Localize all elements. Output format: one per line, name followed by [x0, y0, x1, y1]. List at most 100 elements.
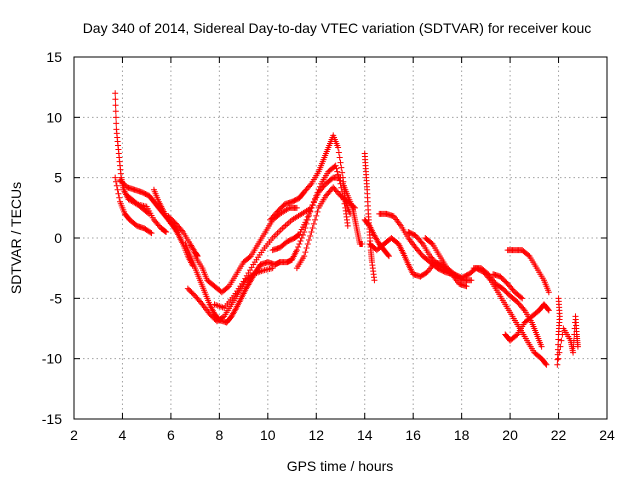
y-tick-label: 5 [54, 170, 62, 186]
data-point [554, 361, 561, 368]
data-point [112, 178, 119, 185]
data-point [112, 102, 119, 109]
data-point [307, 182, 314, 189]
data-point [299, 231, 306, 238]
data-point [542, 360, 549, 367]
y-tick-labels: -15 -10 -5 0 5 10 15 [42, 49, 62, 427]
data-point [306, 212, 313, 219]
data-point [162, 228, 169, 235]
data-point [538, 343, 545, 350]
data-point [147, 229, 154, 236]
data-point [570, 349, 577, 356]
data-point [557, 343, 564, 350]
data-point [112, 90, 119, 97]
grid-lines [74, 57, 607, 419]
x-tick-label: 14 [357, 427, 373, 443]
data-point [115, 190, 122, 197]
data-point [517, 294, 524, 301]
y-tick-label: -15 [42, 411, 62, 427]
data-point [146, 210, 153, 217]
data-point [545, 306, 552, 313]
data-point [297, 238, 304, 245]
data-point [112, 96, 119, 103]
data-point [314, 191, 321, 198]
data-point [301, 228, 308, 235]
data-point [359, 241, 366, 248]
data-point [335, 149, 342, 156]
data-point [302, 224, 309, 231]
data-point [338, 164, 345, 171]
data-point [303, 220, 310, 227]
data-point [113, 120, 120, 127]
data-point [333, 165, 340, 172]
data-point [307, 232, 314, 239]
x-tick-label: 24 [599, 427, 615, 443]
data-point [112, 108, 119, 115]
data-point [371, 277, 378, 284]
data-point [301, 253, 308, 260]
data-point [332, 162, 339, 169]
data-point [312, 196, 319, 203]
data-point [295, 244, 302, 251]
x-tick-label: 2 [70, 427, 78, 443]
data-point [418, 239, 425, 246]
data-point [341, 200, 348, 207]
data-point [555, 336, 562, 343]
x-tick-label: 12 [308, 427, 324, 443]
plot-area-frame [73, 56, 608, 420]
x-tick-label: 10 [260, 427, 276, 443]
data-point [293, 247, 300, 254]
data-point [116, 194, 123, 201]
data-point [574, 343, 581, 350]
data-point [304, 241, 311, 248]
data-point [310, 199, 317, 206]
data-point [555, 355, 562, 362]
data-point [336, 154, 343, 161]
data-point [296, 241, 303, 248]
data-point [554, 356, 561, 363]
data-point [163, 228, 170, 235]
data-point [337, 159, 344, 166]
series-sdtvar [112, 90, 581, 368]
x-axis-label: GPS time / hours [287, 458, 394, 474]
data-point [307, 208, 314, 215]
data-point [310, 220, 317, 227]
data-point [543, 361, 550, 368]
y-tick-label: -10 [42, 351, 62, 367]
data-point [293, 204, 300, 211]
data-point [112, 114, 119, 121]
data-point [308, 204, 315, 211]
data-point [468, 277, 475, 284]
data-point [269, 265, 276, 272]
data-point [558, 337, 565, 344]
data-point [314, 208, 321, 215]
data-point [198, 299, 205, 306]
data-point [308, 228, 315, 235]
data-point [302, 249, 309, 256]
data-point [112, 174, 119, 181]
data-point [519, 295, 526, 302]
data-point [232, 306, 239, 313]
data-point [224, 284, 231, 291]
x-tick-label: 20 [502, 427, 518, 443]
data-point [385, 253, 392, 260]
data-point [525, 252, 532, 259]
data-point [298, 235, 305, 241]
data-point [114, 186, 121, 193]
x-tick-label: 8 [215, 427, 223, 443]
data-point [148, 230, 155, 237]
data-point [309, 202, 316, 209]
chart-title: Day 340 of 2014, Sidereal Day-to-day VTE… [83, 20, 592, 36]
data-point [339, 169, 346, 176]
data-point [513, 332, 520, 339]
data-point [545, 289, 552, 296]
data-point [520, 305, 527, 312]
data-point [312, 216, 319, 223]
y-tick-label: 15 [46, 49, 62, 65]
data-point [306, 237, 313, 244]
data-point [313, 194, 320, 201]
x-tick-label: 4 [119, 427, 127, 443]
data-points [112, 90, 581, 368]
data-point [313, 212, 320, 219]
